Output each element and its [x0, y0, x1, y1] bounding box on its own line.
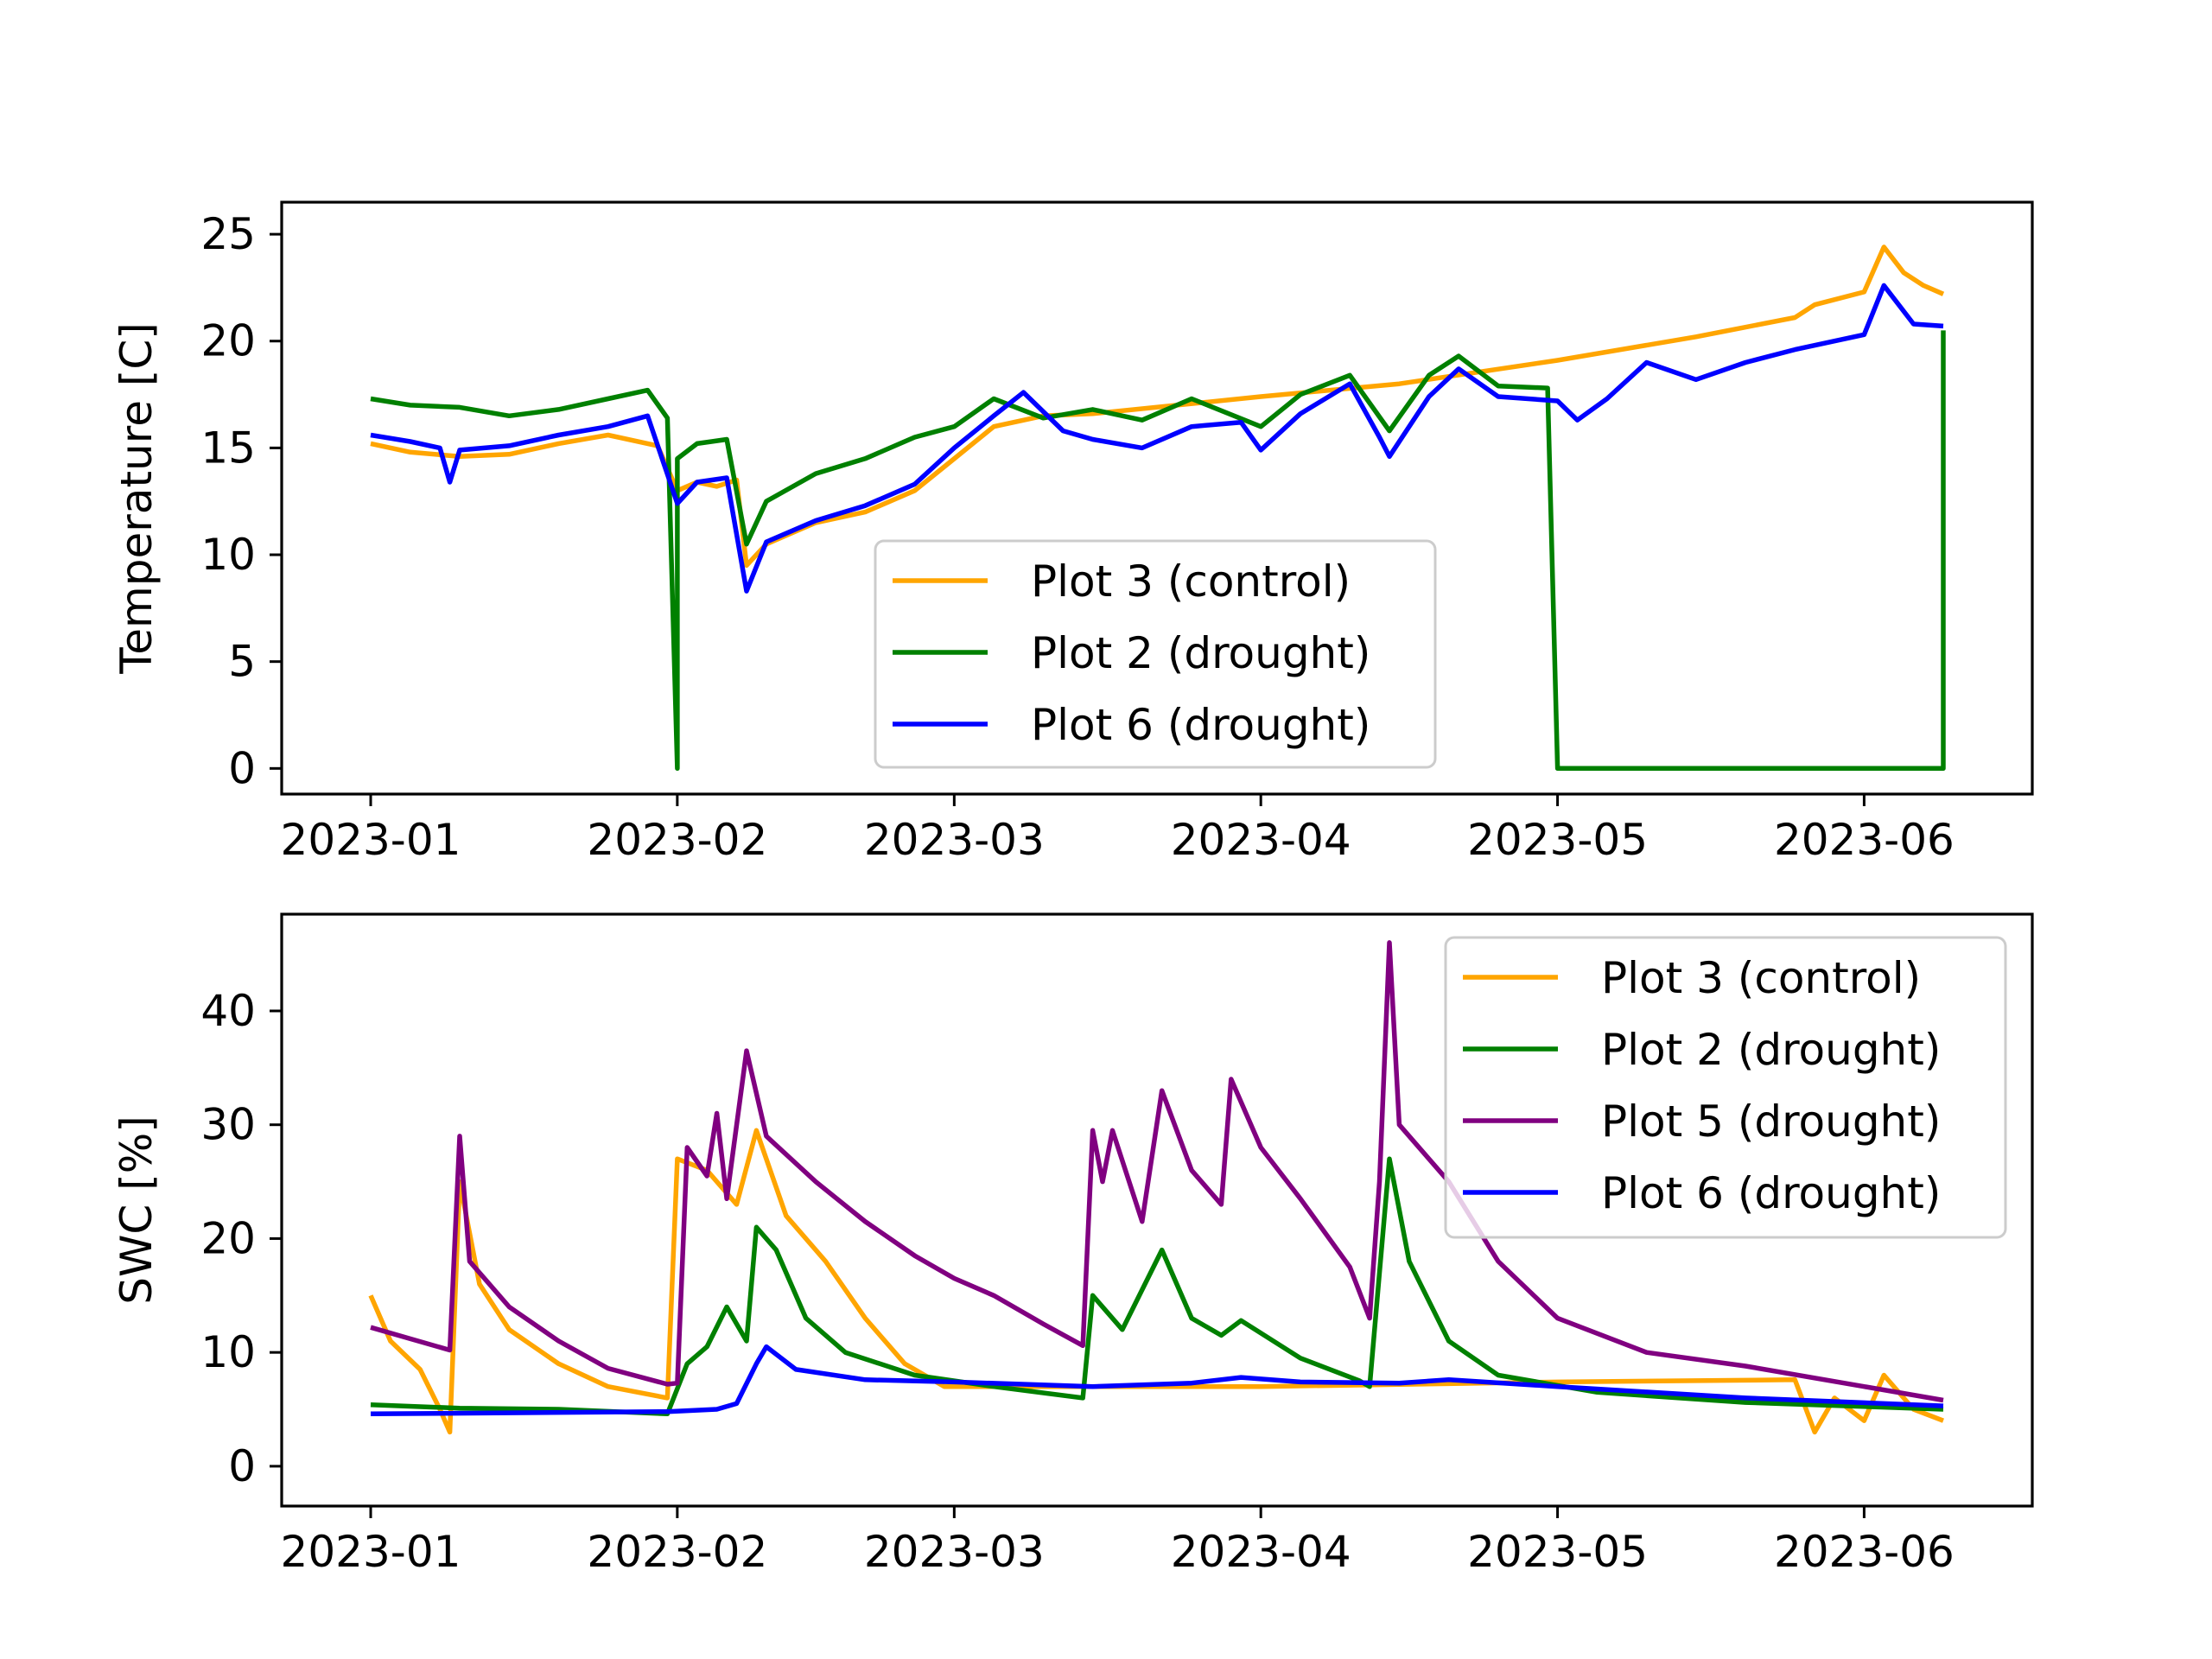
y-tick-label: 30 — [200, 1100, 256, 1150]
temperature-chart: 2023-01 2023-02 2023-03 2023-04 2023-05 2023-… — [111, 200, 2034, 865]
series-lines — [368, 940, 1944, 1435]
legend-label: Plot 5 (drought) — [1601, 1096, 1941, 1147]
y-axis-label: Temperature [C] — [111, 322, 162, 675]
x-tick-label: 2023-01 — [281, 815, 461, 865]
legend-label: Plot 6 (drought) — [1601, 1168, 1941, 1218]
legend-label: Plot 6 (drought) — [1031, 700, 1370, 750]
y-tick-label: 20 — [200, 316, 256, 366]
y-tick-label: 15 — [200, 423, 256, 473]
legend-label: Plot 2 (drought) — [1031, 628, 1370, 678]
series-line-plot-3-control — [370, 245, 1945, 569]
x-tick-label: 2023-02 — [587, 1527, 767, 1577]
y-tick-label: 40 — [200, 986, 256, 1036]
x-tick-label: 2023-03 — [864, 1527, 1045, 1577]
series-line-plot-6-drought — [370, 283, 1944, 594]
series-line-plot-2-drought — [370, 1156, 1944, 1417]
x-tick-label: 2023-06 — [1774, 815, 1955, 865]
legend-label: Plot 3 (control) — [1031, 556, 1351, 607]
series-line-plot-6-drought — [370, 1344, 1944, 1417]
x-tick-label: 2023-01 — [281, 1527, 461, 1577]
legend: Plot 3 (control) Plot 2 (drought) Plot 6 (… — [874, 539, 1437, 769]
legend-label: Plot 3 (control) — [1601, 953, 1921, 1003]
legend-label: Plot 2 (drought) — [1601, 1025, 1941, 1075]
y-tick-label: 5 — [228, 637, 256, 687]
y-tick-label: 20 — [200, 1213, 256, 1263]
x-tick-label: 2023-04 — [1171, 1527, 1351, 1577]
y-tick-label: 25 — [200, 209, 256, 259]
plot-frame — [280, 912, 2034, 1508]
x-tick-label: 2023-04 — [1171, 815, 1351, 865]
plot-frame — [280, 200, 2034, 796]
x-tick-label: 2023-03 — [864, 815, 1045, 865]
y-tick-label: 0 — [228, 743, 256, 793]
series-line-plot-2-drought — [370, 330, 1946, 772]
y-tick-label: 10 — [200, 530, 256, 580]
x-tick-label: 2023-02 — [587, 815, 767, 865]
y-tick-label: 0 — [228, 1441, 256, 1491]
series-line-plot-5-drought — [370, 940, 1944, 1403]
swc-chart: 2023-01 2023-02 2023-03 2023-04 2023-05 2023-… — [111, 912, 2034, 1577]
x-tick-label: 2023-05 — [1467, 815, 1648, 865]
series-lines — [370, 245, 1946, 772]
x-tick-label: 2023-06 — [1774, 1527, 1955, 1577]
legend: Plot 3 (control) Plot 2 (drought) Plot 5 (… — [1444, 936, 2007, 1239]
x-tick-label: 2023-05 — [1467, 1527, 1648, 1577]
y-axis-label: SWC [%] — [111, 1116, 162, 1305]
y-tick-label: 10 — [200, 1327, 256, 1377]
